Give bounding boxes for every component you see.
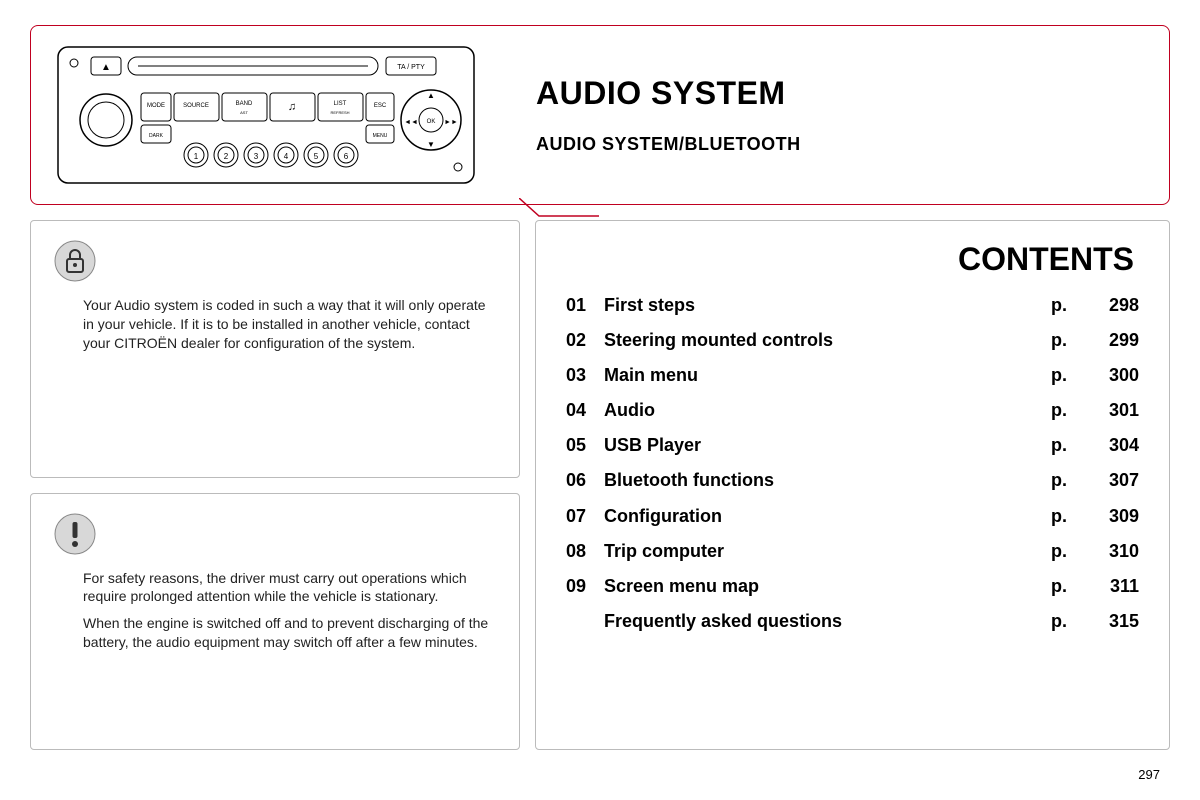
toc-p: p.	[1051, 358, 1091, 393]
toc-number: 07	[566, 499, 604, 534]
toc-p: p.	[1051, 288, 1091, 323]
preset-6: 6	[344, 152, 349, 161]
toc-label: First steps	[604, 288, 1051, 323]
toc-number: 02	[566, 323, 604, 358]
toc-number: 08	[566, 534, 604, 569]
toc-page: 301	[1091, 393, 1139, 428]
warning-text-2: When the engine is switched off and to p…	[83, 614, 497, 652]
page-subtitle: AUDIO SYSTEM/BLUETOOTH	[536, 134, 1144, 155]
toc-p: p.	[1051, 569, 1091, 604]
dark-label: DARK	[149, 133, 164, 139]
tapty-label: TA / PTY	[397, 64, 425, 71]
contents-heading: CONTENTS	[566, 241, 1139, 278]
toc-label: Bluetooth functions	[604, 463, 1051, 498]
toc-p: p.	[1051, 428, 1091, 463]
toc-page: 315	[1091, 604, 1139, 639]
toc-p: p.	[1051, 463, 1091, 498]
band-sub-label: AST	[240, 110, 248, 115]
lock-info-box: Your Audio system is coded in such a way…	[30, 220, 520, 478]
toc-number: 03	[566, 358, 604, 393]
toc-label: USB Player	[604, 428, 1051, 463]
toc-page: 299	[1091, 323, 1139, 358]
preset-4: 4	[284, 152, 289, 161]
toc-label: Audio	[604, 393, 1051, 428]
preset-1: 1	[194, 152, 199, 161]
eject-label: ▲	[101, 62, 111, 73]
decorative-notch	[519, 198, 599, 218]
toc-page: 300	[1091, 358, 1139, 393]
warning-text-1: For safety reasons, the driver must carr…	[83, 569, 497, 607]
toc-row: 05USB Playerp.304	[566, 428, 1139, 463]
toc-page: 311	[1091, 569, 1139, 604]
toc-label: Frequently asked questions	[604, 604, 1051, 639]
mode-label: MODE	[147, 103, 165, 109]
page-title: AUDIO SYSTEM	[536, 75, 1144, 112]
music-label: ♫	[288, 101, 296, 113]
nav-rew: ◄◄	[404, 119, 418, 126]
toc-p: p.	[1051, 323, 1091, 358]
toc-number: 01	[566, 288, 604, 323]
toc-row: 09Screen menu mapp.311	[566, 569, 1139, 604]
toc-number: 06	[566, 463, 604, 498]
band-label: BAND	[236, 101, 253, 107]
toc-row: 01First stepsp.298	[566, 288, 1139, 323]
header-panel: ▲ TA / PTY MODE SOURCE BAND AST ♫ LIST R…	[30, 25, 1170, 205]
toc-row: Frequently asked questionsp.315	[566, 604, 1139, 639]
esc-label: ESC	[374, 103, 387, 109]
toc-label: Trip computer	[604, 534, 1051, 569]
toc-row: 04Audiop.301	[566, 393, 1139, 428]
menu-label: MENU	[373, 133, 388, 139]
list-label: LIST	[334, 101, 347, 107]
toc-p: p.	[1051, 534, 1091, 569]
toc-number: 05	[566, 428, 604, 463]
lock-text: Your Audio system is coded in such a way…	[83, 296, 497, 353]
toc-row: 02Steering mounted controlsp.299	[566, 323, 1139, 358]
list-sub-label: REFRESH	[330, 110, 349, 115]
source-label: SOURCE	[183, 103, 209, 109]
toc-label: Configuration	[604, 499, 1051, 534]
toc-label: Screen menu map	[604, 569, 1051, 604]
toc-p: p.	[1051, 393, 1091, 428]
toc-label: Main menu	[604, 358, 1051, 393]
toc-page: 309	[1091, 499, 1139, 534]
toc-page: 307	[1091, 463, 1139, 498]
toc-number: 09	[566, 569, 604, 604]
page-number: 297	[1138, 767, 1160, 782]
contents-panel: CONTENTS 01First stepsp.29802Steering mo…	[535, 220, 1170, 750]
warning-icon	[53, 512, 497, 561]
toc-page: 304	[1091, 428, 1139, 463]
toc-list: 01First stepsp.29802Steering mounted con…	[566, 288, 1139, 639]
toc-row: 06Bluetooth functionsp.307	[566, 463, 1139, 498]
lock-icon	[53, 239, 497, 288]
nav-fwd: ►►	[444, 119, 458, 126]
toc-row: 07Configurationp.309	[566, 499, 1139, 534]
preset-5: 5	[314, 152, 319, 161]
car-radio-illustration: ▲ TA / PTY MODE SOURCE BAND AST ♫ LIST R…	[56, 45, 476, 185]
toc-p: p.	[1051, 499, 1091, 534]
toc-label: Steering mounted controls	[604, 323, 1051, 358]
nav-up: ▲	[427, 91, 435, 100]
header-text-block: AUDIO SYSTEM AUDIO SYSTEM/BLUETOOTH	[476, 75, 1144, 155]
toc-p: p.	[1051, 604, 1091, 639]
toc-number	[566, 604, 604, 639]
toc-number: 04	[566, 393, 604, 428]
preset-2: 2	[224, 152, 229, 161]
nav-down: ▼	[427, 140, 435, 149]
ok-label: OK	[427, 119, 436, 125]
warning-info-box: For safety reasons, the driver must carr…	[30, 493, 520, 751]
toc-row: 08Trip computerp.310	[566, 534, 1139, 569]
toc-page: 310	[1091, 534, 1139, 569]
toc-page: 298	[1091, 288, 1139, 323]
preset-3: 3	[254, 152, 259, 161]
toc-row: 03Main menup.300	[566, 358, 1139, 393]
